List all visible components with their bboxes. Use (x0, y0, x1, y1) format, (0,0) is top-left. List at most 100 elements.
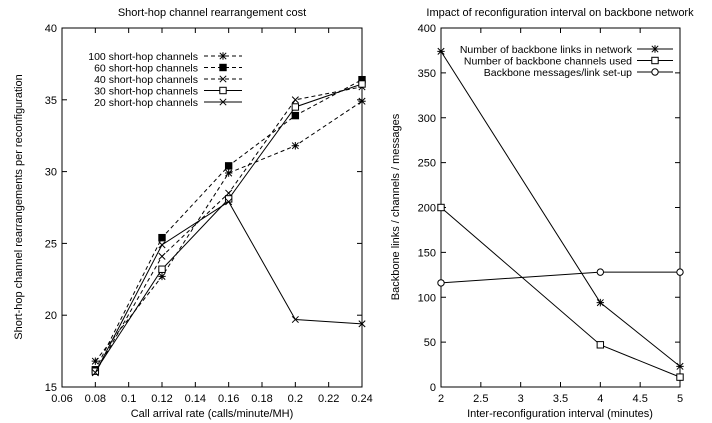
x-tick-label: 0.24 (351, 393, 372, 405)
data-point (291, 111, 300, 120)
legend-label: Backbone messages/link set-up (484, 67, 632, 79)
x-tick-label: 0.08 (85, 393, 106, 405)
legend-marker (219, 52, 227, 60)
y-tick-label: 250 (418, 158, 436, 170)
legend-entry: 60 short-hop channels (94, 63, 242, 75)
x-tick-label: 3 (518, 393, 524, 405)
chart-right-title: Impact of reconfiguration interval on ba… (426, 7, 694, 19)
data-point (358, 80, 366, 88)
x-tick-label: 0.1 (121, 393, 136, 405)
chart-left: Short-hop channel rearrangement cost Cal… (13, 7, 373, 420)
y-tick-label: 30 (45, 167, 57, 179)
legend-entry: Number of backbone channels used (464, 56, 673, 68)
legend-marker (651, 68, 659, 76)
series-line (440, 51, 681, 367)
data-point (158, 252, 166, 260)
series-line (440, 271, 680, 284)
legend-entry: Number of backbone links in network (460, 44, 673, 56)
legend-entry: 30 short-hop channels (94, 86, 242, 98)
series-1 (437, 47, 684, 371)
data-point (291, 96, 299, 104)
legend-entry: 100 short-hop channels (88, 51, 242, 63)
data-point (158, 272, 166, 281)
chart-right-ylabel: Backbone links / channels / messages (390, 113, 402, 300)
x-tick-label: 5 (677, 393, 683, 405)
chart-right-frame (440, 27, 681, 388)
y-tick-label: 200 (418, 203, 436, 215)
y-tick-label: 50 (424, 337, 436, 349)
chart-left-series (91, 75, 366, 377)
legend-label: 100 short-hop channels (88, 51, 198, 63)
series-line (94, 83, 363, 372)
legend-marker (651, 45, 659, 53)
data-point (91, 357, 100, 365)
y-tick-label: 40 (45, 23, 57, 35)
x-tick-label: 3.5 (553, 393, 568, 405)
data-point (596, 268, 605, 276)
data-point (158, 241, 166, 249)
data-point (91, 367, 100, 375)
data-point (676, 268, 684, 276)
data-point (291, 103, 300, 111)
x-tick-label: 0.14 (185, 393, 206, 405)
data-point (225, 198, 233, 206)
data-point (437, 47, 445, 56)
legend-label: 30 short-hop channels (94, 86, 198, 98)
chart-right-xlabel: Inter-reconfiguration interval (minutes) (467, 408, 653, 420)
y-tick-label: 25 (45, 238, 57, 250)
y-tick-label: 400 (418, 23, 436, 35)
x-tick-label: 0.18 (251, 393, 272, 405)
data-point (224, 162, 233, 170)
x-tick-label: 4 (597, 393, 603, 405)
chart-right-legend: Number of backbone links in networkNumbe… (460, 44, 673, 79)
series-2 (437, 203, 684, 381)
legend-marker (651, 56, 659, 65)
data-point (291, 315, 299, 324)
data-point (596, 298, 605, 307)
series-3 (437, 268, 684, 287)
data-point (596, 341, 605, 349)
series-line (94, 79, 363, 370)
x-tick-label: 4.5 (633, 393, 648, 405)
y-tick-label: 350 (418, 68, 436, 80)
series-line (440, 207, 681, 378)
x-tick-label: 0.06 (51, 393, 72, 405)
data-point (91, 369, 99, 377)
chart-left-ticks: 0.06 0.08 0.1 0.12 0.14 0.16 0.18 0.2 0.22 0.24 15… (45, 23, 373, 405)
series-line (94, 201, 363, 373)
y-tick-label: 300 (418, 113, 436, 125)
series-line (94, 86, 363, 373)
data-point (437, 279, 445, 287)
chart-left-ylabel: Short-hop channel rearrangements per rec… (13, 74, 25, 339)
series-line (94, 100, 363, 362)
legend-marker (219, 75, 227, 83)
chart-right: Impact of reconfiguration interval on ba… (390, 7, 694, 420)
chart-left-xlabel: Call arrival rate (calls/minute/MH) (131, 408, 294, 420)
legend-label: 40 short-hop channels (94, 74, 198, 86)
data-point (158, 233, 166, 242)
legend-label: 20 short-hop channels (94, 97, 198, 109)
x-tick-label: 2 (438, 393, 444, 405)
y-tick-label: 150 (418, 247, 436, 259)
legend-marker (219, 63, 227, 72)
data-point (224, 169, 233, 177)
y-tick-label: 20 (45, 310, 57, 322)
data-point (676, 362, 684, 371)
x-tick-label: 0.22 (318, 393, 339, 405)
data-point (158, 265, 166, 273)
series-4 (91, 80, 366, 375)
chart-left-title: Short-hop channel rearrangement cost (118, 7, 306, 19)
data-point (437, 203, 445, 212)
x-tick-label: 2.5 (473, 393, 488, 405)
y-tick-label: 100 (418, 292, 436, 304)
legend-marker (219, 86, 227, 95)
series-1 (91, 97, 366, 365)
series-5 (91, 198, 366, 377)
legend-entry: 20 short-hop channels (94, 97, 242, 109)
chart-right-series (437, 47, 684, 381)
legend-label: Number of backbone links in network (460, 44, 633, 56)
data-point (358, 97, 366, 105)
